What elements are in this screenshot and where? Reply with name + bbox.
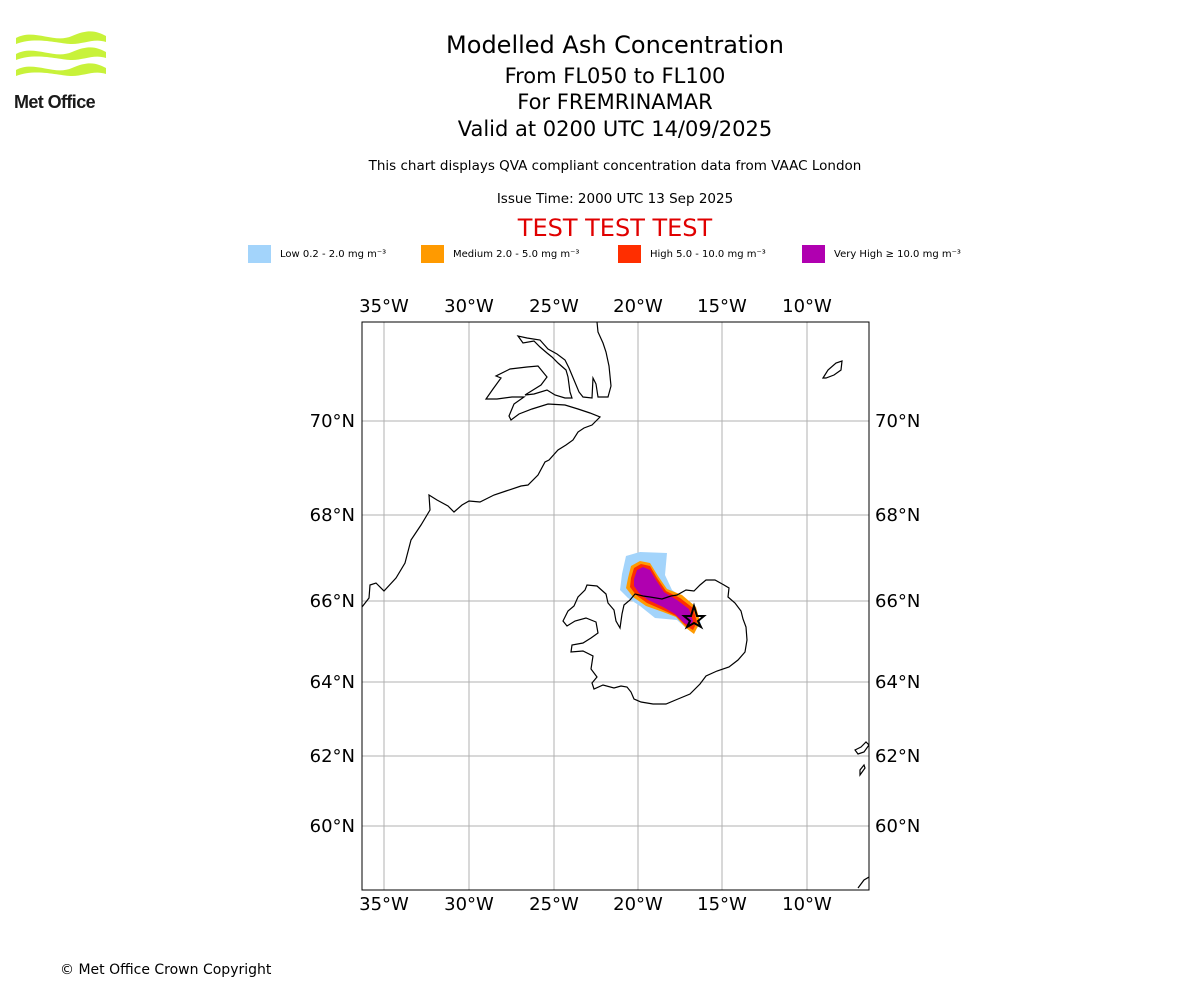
faroe-coastline-1 (854, 741, 869, 755)
lon-tick-label: 15°W (697, 296, 747, 317)
lon-tick-label: 25°W (529, 894, 579, 915)
legend-swatch-high (618, 245, 641, 263)
met-office-waves-icon (16, 31, 106, 76)
legend-label-high: High 5.0 - 10.0 mg m⁻³ (650, 248, 766, 260)
lon-tick-label: 10°W (782, 894, 832, 915)
lat-tick-label: 70°N (310, 411, 355, 432)
legend-item-high: High 5.0 - 10.0 mg m⁻³ (618, 244, 766, 264)
ash-zone-very-high (634, 567, 693, 626)
legend-item-very-high: Very High ≥ 10.0 mg m⁻³ (802, 244, 961, 264)
lat-tick-label: 64°N (875, 672, 920, 693)
iceland-coastline (562, 579, 748, 705)
lon-tick-label: 10°W (782, 296, 832, 317)
lat-tick-label: 62°N (875, 746, 920, 767)
lat-tick-label: 66°N (875, 591, 920, 612)
volcano-star-icon (681, 602, 707, 630)
legend-item-low: Low 0.2 - 2.0 mg m⁻³ (248, 244, 386, 264)
lat-tick-label: 68°N (310, 505, 355, 526)
lat-tick-label: 64°N (310, 672, 355, 693)
jan-mayen-coastline (821, 360, 843, 379)
legend-label-medium: Medium 2.0 - 5.0 mg m⁻³ (453, 248, 580, 260)
legend-swatch-very-high (802, 245, 825, 263)
faroe-coastline-2 (859, 763, 866, 777)
lat-tick-label: 60°N (875, 816, 920, 837)
lat-tick-label: 62°N (310, 746, 355, 767)
copyright-notice: © Met Office Crown Copyright (60, 962, 272, 978)
map-gridlines (362, 322, 869, 890)
legend-label-very-high: Very High ≥ 10.0 mg m⁻³ (834, 248, 961, 260)
met-office-logo: Met Office (14, 30, 108, 112)
lon-tick-label: 25°W (529, 296, 579, 317)
level-range: From FL050 to FL100 (504, 64, 726, 88)
lat-tick-label: 70°N (875, 411, 920, 432)
lon-tick-label: 35°W (359, 894, 409, 915)
met-office-logo-text: Met Office (14, 92, 96, 112)
lat-ticks-right: 70°N 68°N 66°N 64°N 62°N 60°N (875, 411, 920, 837)
legend-swatch-medium (421, 245, 444, 263)
issue-time: Issue Time: 2000 UTC 13 Sep 2025 (496, 191, 734, 207)
lat-tick-label: 60°N (310, 816, 355, 837)
volcano-name: For FREMRINAMAR (517, 90, 713, 114)
lat-tick-label: 66°N (310, 591, 355, 612)
lon-tick-label: 30°W (444, 296, 494, 317)
lon-ticks-top: 35°W 30°W 25°W 20°W 15°W 10°W (359, 296, 832, 317)
lon-ticks-bottom: 35°W 30°W 25°W 20°W 15°W 10°W (359, 894, 832, 915)
lon-tick-label: 30°W (444, 894, 494, 915)
lat-ticks-left: 70°N 68°N 66°N 64°N 62°N 60°N (310, 411, 355, 837)
lon-tick-label: 35°W (359, 296, 409, 317)
lon-tick-label: 15°W (697, 894, 747, 915)
lon-tick-label: 20°W (613, 296, 663, 317)
map-frame (361, 321, 870, 891)
lat-tick-label: 68°N (875, 505, 920, 526)
lon-tick-label: 20°W (613, 894, 663, 915)
test-banner: TEST TEST TEST (517, 214, 713, 242)
legend-item-medium: Medium 2.0 - 5.0 mg m⁻³ (421, 244, 579, 264)
ash-plume (620, 552, 701, 634)
legend-label-low: Low 0.2 - 2.0 mg m⁻³ (280, 248, 387, 260)
legend-swatch-low (248, 245, 271, 263)
shetland-coastline (857, 876, 869, 889)
chart-title: Modelled Ash Concentration (446, 31, 784, 59)
valid-time: Valid at 0200 UTC 14/09/2025 (457, 117, 773, 141)
chart-description: This chart displays QVA compliant concen… (368, 158, 862, 174)
greenland-coastline (362, 322, 869, 889)
